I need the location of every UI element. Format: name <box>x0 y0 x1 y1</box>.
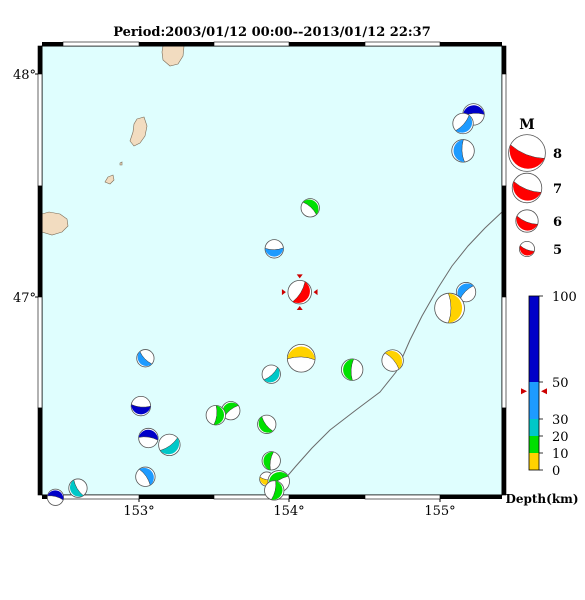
focal-mechanism <box>451 139 475 163</box>
lon-tick-155: 155° <box>424 504 455 519</box>
focal-mechanism <box>221 401 241 421</box>
depth-band <box>529 436 539 453</box>
depth-tick-label: 100 <box>552 290 577 305</box>
depth-tick-label: 0 <box>552 464 560 479</box>
depth-band <box>529 453 539 470</box>
trench-line <box>275 211 503 496</box>
focal-mechanism <box>46 488 65 506</box>
focal-mechanism <box>300 198 320 218</box>
focal-mechanism <box>341 358 364 381</box>
focal-mechanism <box>130 395 152 417</box>
magnitude-legend: M 8 7 6 5 <box>508 117 562 258</box>
magnitude-legend-title: M <box>519 117 535 133</box>
focal-mechanism <box>434 292 465 324</box>
focal-mechanism <box>286 343 316 373</box>
islet-cluster <box>104 174 115 185</box>
focal-mechanism <box>462 103 485 126</box>
magnitude-legend-ball <box>519 240 536 257</box>
focal-mechanism <box>455 282 477 303</box>
lat-tick-48: 48° <box>13 68 36 83</box>
focal-mechanism <box>135 466 156 487</box>
main-event-beachball <box>287 279 312 305</box>
focal-mechanism <box>264 480 285 501</box>
magnitude-legend-ball <box>515 209 539 233</box>
depth-tick-label: 30 <box>552 413 569 428</box>
focal-mechanism <box>257 414 277 434</box>
focal-mechanism <box>68 478 88 498</box>
focal-mechanism <box>261 451 281 471</box>
main-event <box>281 274 318 310</box>
depth-band <box>529 296 539 382</box>
focal-mechanism <box>158 433 181 457</box>
magnitude-legend-label: 8 <box>553 147 562 162</box>
depth-scale-label: Depth(km) <box>505 492 578 506</box>
island-west <box>41 211 69 236</box>
main-event-marker <box>281 289 286 296</box>
islet-small <box>119 161 123 166</box>
lon-tick-153: 153° <box>123 504 154 519</box>
period-title: Period:2003/01/12 00:00--2013/01/12 22:3… <box>113 25 431 40</box>
depth-band <box>529 382 539 419</box>
focal-mechanism <box>138 427 159 449</box>
depth-tick-label: 20 <box>552 430 569 445</box>
focal-mechanism <box>205 405 226 426</box>
magnitude-legend-label: 7 <box>553 182 562 197</box>
main-event-marker <box>296 305 303 310</box>
focal-mechanism <box>136 349 155 368</box>
depth-tick-label: 50 <box>552 376 569 391</box>
focal-mechanism <box>261 364 281 384</box>
lat-tick-47: 47° <box>13 291 36 306</box>
main-event-marker <box>296 274 303 279</box>
focal-mechanism <box>381 349 404 372</box>
lon-tick-154: 154° <box>273 504 304 519</box>
island-middle <box>129 116 148 147</box>
main-event-marker <box>313 289 318 296</box>
magnitude-legend-ball <box>511 172 543 204</box>
axis-tick-labels: 153° 154° 155° 48° 47° <box>13 68 456 519</box>
magnitude-legend-label: 5 <box>553 243 562 258</box>
island-north <box>161 45 185 67</box>
focal-mechanism <box>452 112 474 135</box>
depth-indicator-right <box>541 388 547 395</box>
focal-mechanisms <box>46 103 485 506</box>
depth-indicator-left <box>521 388 527 395</box>
depth-band <box>529 419 539 436</box>
landmasses <box>41 45 185 236</box>
magnitude-legend-ball <box>508 134 546 172</box>
depth-tick-label: 10 <box>552 447 569 462</box>
magnitude-legend-label: 6 <box>553 215 562 230</box>
focal-mechanism <box>264 239 284 259</box>
